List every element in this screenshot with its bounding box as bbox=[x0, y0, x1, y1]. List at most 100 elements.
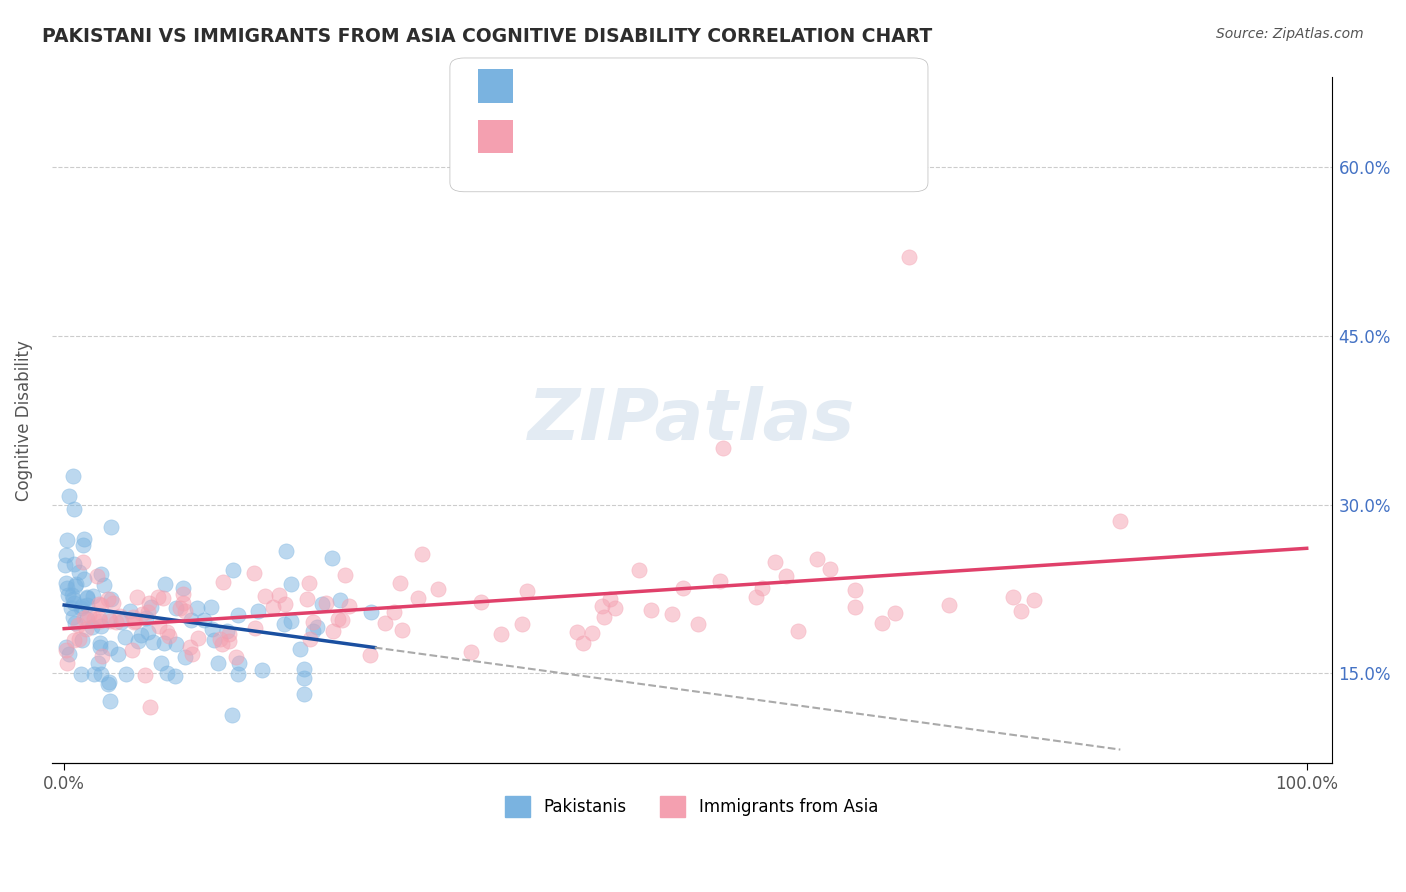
Pakistanis bbox=[76, 612, 98, 626]
Pakistanis bbox=[202, 632, 225, 647]
Immigrants from Asia bbox=[806, 552, 828, 566]
Pakistanis bbox=[59, 601, 82, 615]
Pakistanis bbox=[62, 469, 84, 483]
Immigrants from Asia bbox=[775, 568, 797, 582]
Pakistanis bbox=[67, 565, 90, 579]
Immigrants from Asia bbox=[136, 606, 159, 620]
Immigrants from Asia bbox=[672, 582, 695, 596]
Immigrants from Asia bbox=[90, 598, 112, 612]
Immigrants from Asia bbox=[1010, 604, 1032, 618]
Pakistanis bbox=[73, 572, 96, 586]
Immigrants from Asia bbox=[180, 647, 202, 661]
Immigrants from Asia bbox=[67, 632, 90, 646]
Pakistanis bbox=[207, 657, 229, 671]
Pakistanis bbox=[100, 520, 122, 534]
Pakistanis bbox=[221, 707, 243, 722]
Immigrants from Asia bbox=[581, 626, 603, 640]
Immigrants from Asia bbox=[884, 607, 907, 621]
Pakistanis bbox=[55, 575, 77, 590]
Pakistanis bbox=[274, 543, 297, 558]
Immigrants from Asia bbox=[55, 656, 77, 670]
Pakistanis bbox=[292, 687, 315, 701]
Pakistanis bbox=[215, 624, 238, 639]
Immigrants from Asia bbox=[83, 612, 105, 626]
Pakistanis bbox=[70, 666, 93, 681]
Pakistanis bbox=[329, 592, 352, 607]
Immigrants from Asia bbox=[751, 582, 773, 596]
Immigrants from Asia bbox=[172, 596, 194, 610]
Immigrants from Asia bbox=[125, 590, 148, 604]
Text: -0.281: -0.281 bbox=[569, 76, 628, 94]
Text: N =: N = bbox=[661, 76, 697, 94]
Pakistanis bbox=[118, 603, 141, 617]
Pakistanis bbox=[62, 609, 84, 624]
Immigrants from Asia bbox=[1002, 591, 1025, 605]
Immigrants from Asia bbox=[134, 668, 156, 682]
Pakistanis bbox=[97, 612, 120, 626]
Immigrants from Asia bbox=[86, 569, 108, 583]
Immigrants from Asia bbox=[72, 611, 94, 625]
Text: ZIPatlas: ZIPatlas bbox=[529, 385, 855, 455]
Pakistanis bbox=[98, 641, 121, 656]
Immigrants from Asia bbox=[274, 597, 297, 611]
Immigrants from Asia bbox=[298, 576, 321, 591]
Immigrants from Asia bbox=[426, 582, 449, 597]
Pakistanis bbox=[63, 557, 86, 571]
Immigrants from Asia bbox=[686, 617, 709, 632]
Pakistanis bbox=[222, 563, 245, 577]
Immigrants from Asia bbox=[627, 563, 650, 577]
Immigrants from Asia bbox=[302, 615, 325, 629]
Immigrants from Asia bbox=[146, 591, 169, 605]
Pakistanis bbox=[174, 650, 197, 665]
Pakistanis bbox=[110, 615, 132, 630]
Pakistanis bbox=[73, 532, 96, 546]
Immigrants from Asia bbox=[591, 599, 613, 613]
Text: Source: ZipAtlas.com: Source: ZipAtlas.com bbox=[1216, 27, 1364, 41]
Pakistanis bbox=[62, 592, 84, 607]
Pakistanis bbox=[360, 605, 382, 619]
Pakistanis bbox=[280, 614, 302, 628]
Immigrants from Asia bbox=[599, 592, 621, 607]
Immigrants from Asia bbox=[326, 612, 349, 626]
Pakistanis bbox=[55, 640, 77, 655]
Pakistanis bbox=[138, 624, 160, 639]
Pakistanis bbox=[76, 591, 98, 605]
Immigrants from Asia bbox=[460, 645, 482, 659]
Immigrants from Asia bbox=[470, 595, 492, 609]
Immigrants from Asia bbox=[489, 627, 512, 641]
Pakistanis bbox=[156, 666, 179, 681]
Immigrants from Asia bbox=[745, 591, 768, 605]
Immigrants from Asia bbox=[253, 589, 276, 603]
Immigrants from Asia bbox=[138, 700, 160, 714]
Pakistanis bbox=[226, 607, 249, 622]
Pakistanis bbox=[82, 589, 104, 603]
Immigrants from Asia bbox=[382, 605, 405, 619]
Pakistanis bbox=[72, 538, 94, 552]
Immigrants from Asia bbox=[169, 601, 191, 615]
Pakistanis bbox=[58, 489, 80, 503]
Pakistanis bbox=[200, 600, 222, 615]
Immigrants from Asia bbox=[605, 601, 627, 615]
Immigrants from Asia bbox=[592, 609, 614, 624]
Pakistanis bbox=[141, 600, 163, 615]
Immigrants from Asia bbox=[898, 250, 921, 264]
Immigrants from Asia bbox=[711, 442, 734, 456]
Immigrants from Asia bbox=[359, 648, 381, 662]
Immigrants from Asia bbox=[101, 596, 124, 610]
Pakistanis bbox=[55, 581, 77, 595]
Immigrants from Asia bbox=[572, 635, 595, 649]
Immigrants from Asia bbox=[512, 617, 534, 632]
Pakistanis bbox=[186, 601, 208, 615]
Pakistanis bbox=[63, 501, 86, 516]
Immigrants from Asia bbox=[72, 555, 94, 569]
Pakistanis bbox=[56, 533, 79, 547]
Text: R =: R = bbox=[523, 76, 560, 94]
Immigrants from Asia bbox=[870, 616, 893, 631]
Immigrants from Asia bbox=[212, 575, 235, 590]
Text: 0.174: 0.174 bbox=[569, 128, 621, 145]
Immigrants from Asia bbox=[818, 562, 841, 576]
Immigrants from Asia bbox=[218, 634, 240, 648]
Text: 98: 98 bbox=[706, 76, 728, 94]
Pakistanis bbox=[90, 618, 112, 632]
Pakistanis bbox=[226, 666, 249, 681]
